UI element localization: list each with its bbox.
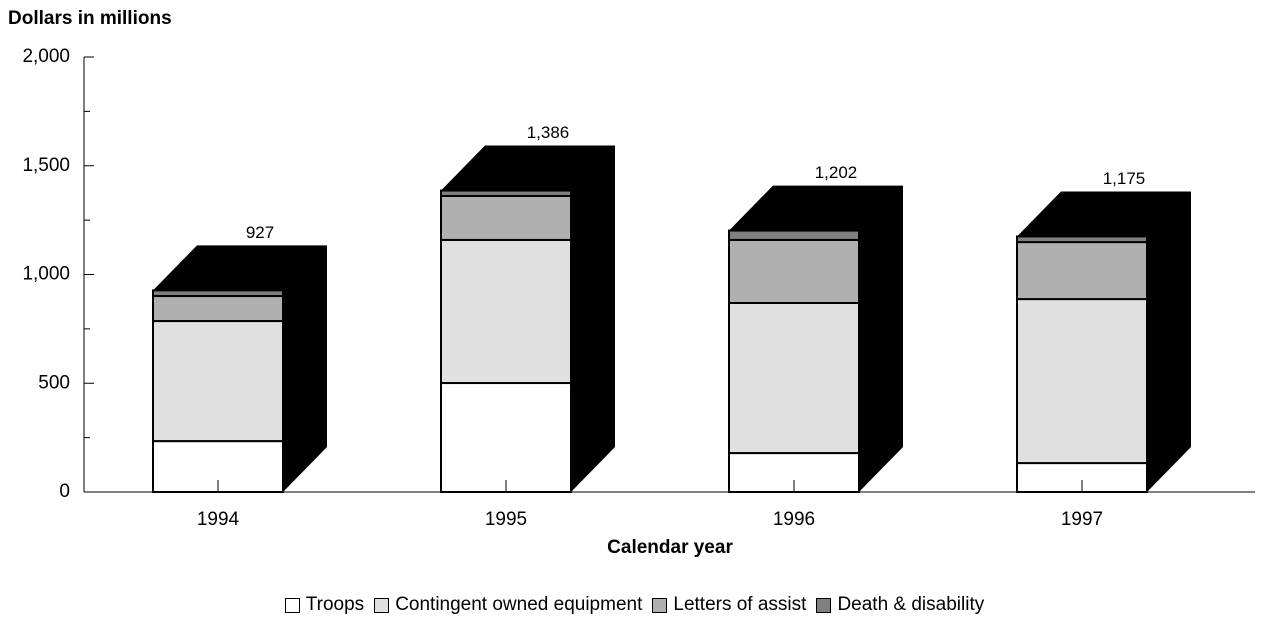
bar-segment bbox=[440, 238, 572, 385]
x-tick-label: 1996 bbox=[773, 509, 815, 530]
x-tick-label: 1997 bbox=[1061, 509, 1103, 530]
y-tick-label: 0 bbox=[59, 481, 70, 502]
y-tick-label: 2,000 bbox=[22, 46, 70, 67]
total-label: 1,202 bbox=[815, 163, 858, 182]
bar-segment bbox=[152, 320, 284, 443]
legend-item: Troops bbox=[284, 594, 365, 616]
bar-segment bbox=[440, 194, 572, 241]
legend-item: Death & disability bbox=[816, 594, 984, 616]
legend-swatch bbox=[816, 597, 832, 613]
legend-label: Troops bbox=[305, 594, 365, 615]
legend-swatch bbox=[374, 597, 390, 613]
y-tick-label: 500 bbox=[38, 372, 70, 393]
bar-segment bbox=[728, 301, 860, 455]
bar-segment bbox=[728, 229, 860, 241]
bar-extrusion bbox=[153, 245, 327, 492]
legend-swatch bbox=[652, 597, 668, 613]
x-tick-label: 1995 bbox=[485, 509, 527, 530]
total-label: 1,386 bbox=[527, 123, 570, 142]
total-label: 1,175 bbox=[1103, 169, 1146, 188]
bar-segment bbox=[440, 189, 572, 197]
legend-label: Death & disability bbox=[837, 594, 985, 615]
y-tick-label: 1,000 bbox=[22, 264, 70, 285]
bar-segment bbox=[152, 295, 284, 323]
bar-extrusion bbox=[729, 185, 903, 492]
legend-swatch bbox=[284, 597, 300, 613]
y-axis-title: Dollars in millions bbox=[8, 8, 172, 29]
y-tick-label: 1,500 bbox=[22, 155, 70, 176]
bar-segment bbox=[440, 382, 572, 493]
total-label: 927 bbox=[246, 223, 274, 242]
bar-segment bbox=[1016, 235, 1148, 244]
x-axis-title: Calendar year bbox=[607, 537, 733, 558]
chart: Dollars in millions Calendar year 0 500 1,… bbox=[8, 8, 1255, 558]
legend: Troops Contingent owned equipment Letters … bbox=[0, 594, 1269, 616]
legend-item: Letters of assist bbox=[652, 594, 806, 616]
bar-segment bbox=[1016, 241, 1148, 301]
legend-item: Contingent owned equipment bbox=[374, 594, 642, 616]
bar-segment bbox=[1016, 298, 1148, 465]
x-tick-label: 1994 bbox=[197, 509, 240, 530]
bar-segment bbox=[728, 238, 860, 304]
bar-extrusion bbox=[1017, 191, 1191, 492]
bar-extrusion bbox=[441, 145, 615, 493]
legend-label: Contingent owned equipment bbox=[395, 594, 643, 615]
legend-label: Letters of assist bbox=[673, 594, 807, 615]
bar-segment bbox=[152, 289, 284, 298]
